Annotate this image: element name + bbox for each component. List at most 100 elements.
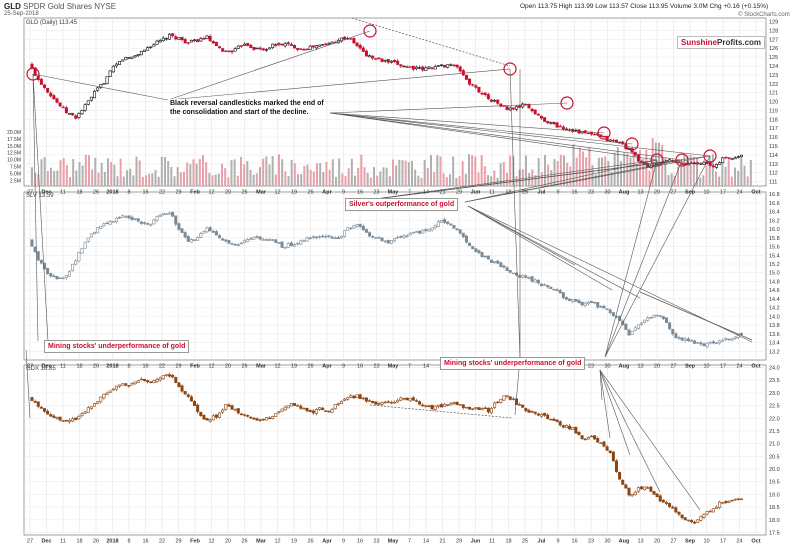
- symbol: GLD: [4, 2, 21, 11]
- candle-body: [136, 380, 140, 383]
- volume-bar: [227, 177, 230, 186]
- volume-bar: [578, 147, 581, 186]
- candle-body: [518, 275, 522, 278]
- x-tick-label: 27: [670, 190, 676, 196]
- x-tick-label: 12: [208, 190, 214, 196]
- candle-body: [486, 94, 490, 100]
- candle-body: [83, 411, 87, 414]
- candle-body: [474, 85, 478, 88]
- x-tick-label: 26: [241, 190, 247, 196]
- candle-body: [318, 44, 322, 47]
- x-tick-label: 22: [159, 364, 165, 370]
- candle-body: [339, 235, 343, 239]
- y-tick-label: 19.5: [769, 480, 780, 486]
- candle-body: [214, 41, 218, 47]
- volume-bar: [626, 153, 629, 186]
- volume-bar: [350, 158, 353, 186]
- x-tick-label: 7: [408, 364, 411, 370]
- candle-body: [349, 395, 353, 398]
- volume-bar: [376, 175, 379, 186]
- volume-bar: [357, 167, 360, 186]
- x-tick-label: 16: [571, 539, 577, 545]
- candle-body: [239, 242, 243, 245]
- volume-bar: [382, 167, 385, 186]
- candle-body: [121, 383, 125, 386]
- candle-body: [158, 214, 162, 217]
- x-tick-label: 8: [127, 190, 130, 196]
- candle-body: [368, 55, 372, 58]
- volume-bar: [236, 175, 239, 186]
- candle-body: [693, 340, 697, 344]
- candle-body: [358, 223, 362, 227]
- x-tick-label: Sep: [685, 539, 696, 545]
- candle-body: [477, 250, 481, 254]
- candle-body: [202, 414, 206, 420]
- candle-body: [136, 53, 140, 56]
- panel-frame: [23, 191, 767, 361]
- candle-body: [93, 232, 97, 235]
- volume-bar: [243, 164, 246, 186]
- x-tick-label: 27: [670, 539, 676, 545]
- candle-body: [389, 240, 393, 244]
- candle-body: [293, 45, 297, 49]
- candle-body: [433, 66, 437, 70]
- volume-bar: [483, 166, 486, 186]
- candle-body: [508, 396, 512, 400]
- candle-body: [496, 401, 500, 404]
- x-tick-label: 20: [225, 190, 231, 196]
- candle-body: [136, 218, 140, 222]
- volume-bar: [559, 154, 562, 186]
- candle-body: [664, 502, 668, 504]
- volume-tick-label: 2.5M: [10, 178, 21, 184]
- candle-body: [380, 402, 384, 405]
- volume-bar: [385, 167, 388, 186]
- volume-tick-label: 15.0M: [7, 144, 21, 150]
- y-tick-label: 15.8: [769, 236, 780, 242]
- volume-bar: [141, 176, 144, 186]
- candle-body: [302, 240, 306, 242]
- x-tick-label: 20: [654, 190, 660, 196]
- candle-body: [130, 216, 134, 220]
- candle-body: [424, 229, 428, 231]
- volume-bar: [262, 158, 265, 186]
- candle-body: [189, 239, 193, 243]
- volume-bar: [110, 162, 113, 186]
- volume-bar: [686, 155, 689, 186]
- x-tick-label: Dec: [41, 364, 51, 370]
- volume-bar: [72, 159, 75, 186]
- candle-body: [243, 240, 247, 243]
- x-tick-label: 16: [142, 190, 148, 196]
- volume-bar: [160, 156, 163, 186]
- silver-outperformance-annotation: Silver's outperformance of gold: [345, 198, 459, 211]
- candle-body: [543, 412, 547, 416]
- candle-body: [74, 115, 78, 119]
- candle-body: [164, 213, 168, 215]
- candle-body: [543, 117, 547, 122]
- candle-body: [39, 78, 43, 85]
- candle-body: [583, 302, 587, 306]
- candle-body: [146, 380, 150, 383]
- y-tick-label: 20.0: [769, 467, 780, 473]
- volume-bar: [138, 160, 141, 186]
- candle-body: [168, 212, 172, 215]
- volume-bar: [458, 176, 461, 186]
- x-tick-label: 2018: [106, 190, 118, 196]
- volume-bar: [246, 161, 249, 186]
- volume-bar: [721, 157, 724, 186]
- x-tick-label: Apr: [322, 539, 332, 545]
- candle-body: [636, 487, 640, 492]
- volume-bar: [582, 151, 584, 186]
- x-tick-label: Apr: [322, 364, 332, 370]
- candle-body: [74, 417, 78, 421]
- black-reversal-line1: Black reversal candlesticks marked the e…: [170, 100, 324, 107]
- candle-body: [36, 251, 40, 261]
- y-tick-label: 23.0: [769, 391, 780, 397]
- y-tick-label: 114: [769, 153, 778, 159]
- candle-body: [439, 220, 443, 223]
- volume-bar: [398, 159, 401, 186]
- candle-body: [249, 44, 253, 48]
- candle-body: [671, 506, 675, 509]
- x-tick-label: 30: [604, 190, 610, 196]
- candle-body: [702, 161, 706, 165]
- candle-body: [293, 403, 297, 406]
